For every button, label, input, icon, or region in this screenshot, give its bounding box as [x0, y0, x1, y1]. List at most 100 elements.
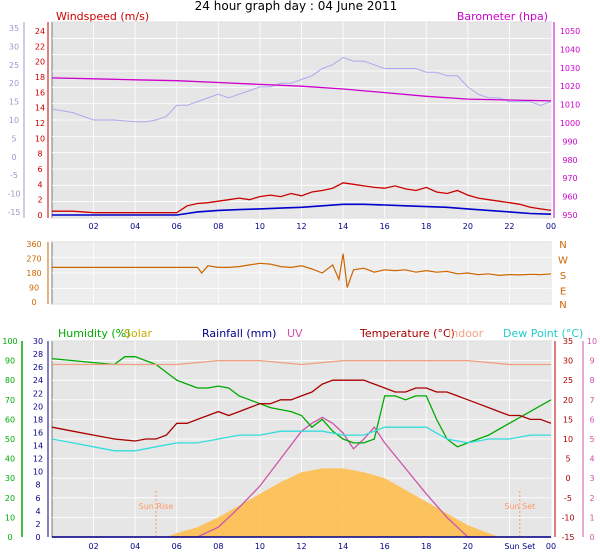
- x-tick-label: 18: [421, 222, 431, 231]
- temperature-axis-tick: 0: [565, 474, 570, 483]
- uv-axis-tick: 1: [589, 513, 594, 522]
- direction-axis-tick: 90: [29, 284, 39, 293]
- direction-axis-tick: 270: [26, 255, 41, 264]
- windspeed-axis-tick: 6: [37, 165, 42, 174]
- series-solar: [166, 468, 499, 537]
- x-tick-label: 04: [130, 222, 140, 231]
- chart-title: 24 hour graph day : 04 June 2011: [195, 0, 398, 13]
- humidity-axis-tick: 0: [7, 533, 12, 542]
- barometer-label: Barometer (hpa): [457, 10, 548, 23]
- barometer-axis-tick: 1010: [560, 101, 580, 110]
- outer-axis-tick: 20: [9, 79, 19, 88]
- x-tick-label: 18: [421, 542, 431, 551]
- series-dew-point: [51, 426, 551, 452]
- compass-label: N: [559, 240, 566, 251]
- outer-axis-tick: 10: [9, 116, 19, 125]
- panel-wind-baro: Windspeed (m/s) Barometer (hpa) 35302520…: [7, 10, 580, 231]
- barometer-axis-tick: 950: [562, 211, 577, 220]
- temperature-label: Temperature (°C): [359, 327, 455, 340]
- x-tick-label: 20: [463, 542, 473, 551]
- series-temperature: [51, 379, 552, 442]
- barometer-axis-tick: 990: [562, 137, 577, 146]
- uv-axis-tick: 0: [589, 533, 594, 542]
- uv-axis-tick: 8: [589, 376, 594, 385]
- rain-axis-tick: 22: [33, 389, 43, 398]
- rain-axis-tick: 0: [35, 533, 40, 542]
- x-tick-label: 00: [546, 222, 556, 231]
- x-tick-label: 22: [504, 222, 514, 231]
- outer-axis-tick: 25: [9, 61, 19, 70]
- windspeed-axis-tick: 10: [35, 134, 45, 143]
- rain-axis-tick: 26: [33, 363, 43, 372]
- windspeed-axis-tick: 22: [35, 42, 45, 51]
- uv-axis-tick: 2: [589, 494, 594, 503]
- temperature-axis-tick: 15: [563, 415, 573, 424]
- x-tick-label: 00: [546, 542, 556, 551]
- rain-axis-tick: 18: [33, 415, 43, 424]
- series-indoor: [52, 359, 551, 366]
- outer-axis-tick: -5: [10, 171, 18, 180]
- windspeed-axis-tick: 18: [35, 73, 45, 82]
- series-wind-direction: [52, 253, 552, 288]
- windspeed-axis-tick: 20: [35, 58, 45, 67]
- uv-axis-tick: 3: [589, 474, 594, 483]
- temperature-axis-tick: 10: [563, 435, 573, 444]
- x-tick-label: 14: [338, 222, 348, 231]
- compass-label: S: [560, 271, 566, 282]
- barometer-axis-tick: 1050: [560, 27, 580, 36]
- rain-axis-tick: 10: [33, 468, 43, 477]
- sunset-label: Sun Set: [504, 502, 535, 511]
- windspeed-axis-tick: 4: [37, 180, 42, 189]
- humidity-axis-tick: 30: [5, 474, 15, 483]
- humidity-axis-tick: 10: [5, 513, 15, 522]
- barometer-axis-tick: 1000: [560, 119, 580, 128]
- uv-label: UV: [287, 327, 303, 340]
- x-tick-label: 20: [463, 222, 473, 231]
- rain-axis-tick: 6: [35, 494, 40, 503]
- rain-axis-tick: 16: [33, 428, 43, 437]
- uv-axis-tick: 7: [589, 396, 594, 405]
- rain-axis-tick: 2: [35, 520, 40, 529]
- windspeed-axis-tick: 24: [35, 27, 45, 36]
- compass-label: E: [560, 287, 566, 298]
- temperature-axis-tick: -10: [561, 513, 574, 522]
- barometer-axis-tick: 1040: [560, 45, 580, 54]
- x-tick-label: 16: [380, 542, 390, 551]
- x-tick-label: 08: [213, 542, 223, 551]
- sunset-tick-label: Sun Set: [504, 542, 535, 551]
- rain-axis-tick: 30: [33, 337, 43, 346]
- windspeed-axis-tick: 0: [37, 211, 42, 220]
- solar-label: Solar: [124, 327, 153, 340]
- temperature-axis-tick: 5: [565, 455, 570, 464]
- temperature-axis-tick: 20: [563, 396, 573, 405]
- sunrise-label: Sun Rise: [139, 502, 174, 511]
- x-tick-label: 08: [213, 222, 223, 231]
- outer-axis-tick: 35: [9, 24, 19, 33]
- windspeed-axis-tick: 12: [35, 119, 45, 128]
- outer-axis-tick: 15: [9, 98, 19, 107]
- rain-axis-tick: 12: [33, 455, 43, 464]
- series-outer-temperature: [51, 56, 552, 123]
- outer-axis-tick: -15: [7, 208, 20, 217]
- x-tick-label: 06: [172, 542, 182, 551]
- barometer-axis-tick: 1020: [560, 82, 580, 91]
- humidity-axis-tick: 90: [5, 357, 15, 366]
- barometer-axis-tick: 980: [562, 156, 577, 165]
- windspeed-axis-tick: 2: [37, 196, 42, 205]
- x-tick-label: 12: [296, 222, 306, 231]
- direction-axis-tick: 180: [26, 269, 41, 278]
- x-tick-label: 02: [88, 542, 98, 551]
- outer-axis-tick: 0: [11, 153, 16, 162]
- humidity-axis-tick: 50: [5, 435, 15, 444]
- x-tick-label: 04: [130, 542, 140, 551]
- rain-axis-tick: 28: [33, 350, 43, 359]
- windspeed-axis-tick: 14: [35, 104, 45, 113]
- uv-axis-tick: 6: [589, 415, 594, 424]
- uv-axis-tick: 5: [589, 435, 594, 444]
- humidity-axis-tick: 70: [5, 396, 15, 405]
- outer-axis-tick: 5: [11, 134, 16, 143]
- rain-axis-tick: 20: [33, 402, 43, 411]
- humidity-label: Humidity (%): [58, 327, 130, 340]
- humidity-axis-tick: 60: [5, 415, 15, 424]
